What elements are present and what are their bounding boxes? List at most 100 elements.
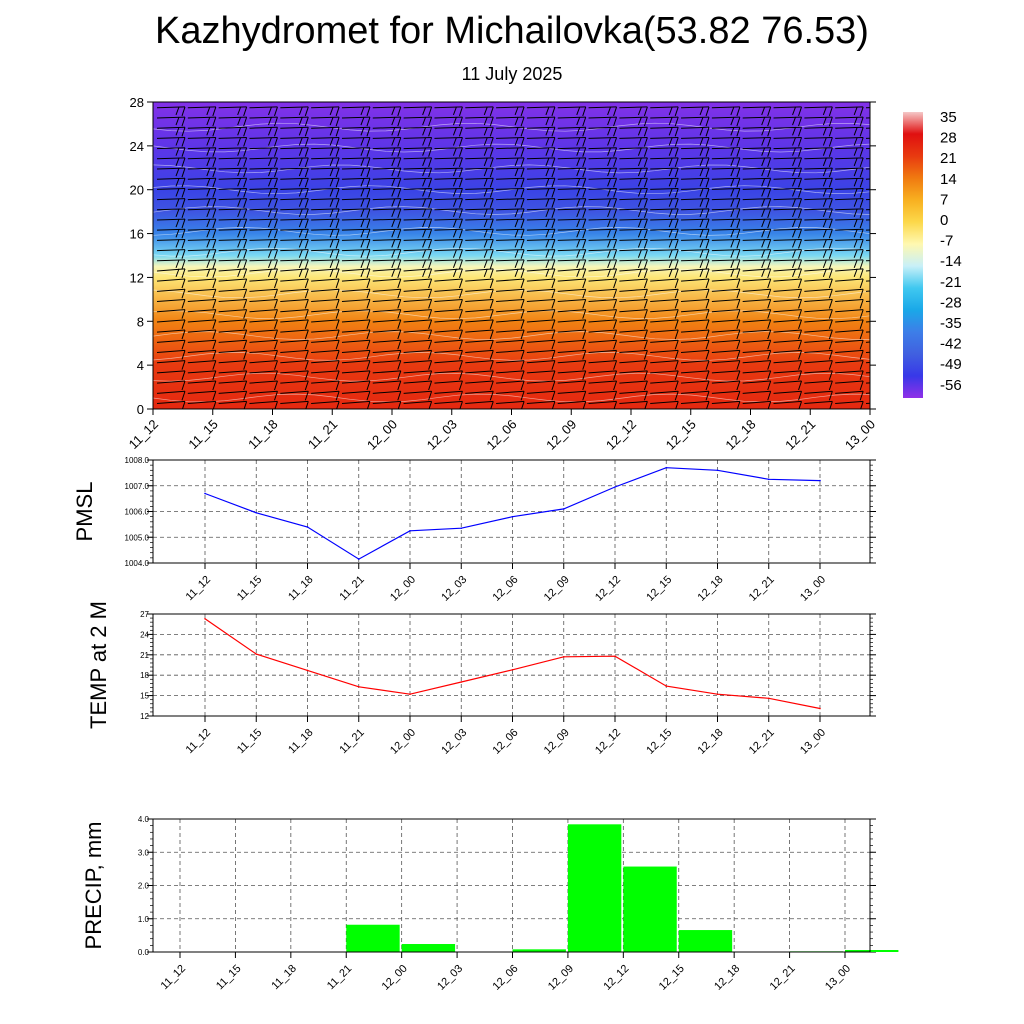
wind-barb-flag (705, 360, 710, 370)
wind-barb-flag (853, 188, 858, 197)
wind-barb-flag (545, 147, 550, 156)
wind-barb (773, 116, 802, 119)
wind-barb-flag (452, 178, 457, 187)
wind-barb (742, 208, 771, 211)
wind-barb-flag (545, 198, 550, 207)
wind-barb-flag (422, 116, 427, 126)
wind-barb-flag (175, 178, 180, 187)
wind-barb-flag (798, 249, 802, 259)
wind-barb (711, 116, 740, 119)
wind-barb (341, 157, 370, 160)
wind-barb-flag (428, 106, 433, 117)
wind-barb (650, 187, 679, 190)
wind-barb-flag (397, 147, 402, 157)
wind-barb (156, 329, 186, 333)
wind-barb-flag (181, 259, 186, 270)
wind-barb (434, 218, 463, 221)
wind-barb-flag (613, 249, 618, 259)
wind-barb (773, 288, 802, 292)
wind-barb (526, 187, 555, 190)
wind-barb (526, 339, 555, 343)
wind-barb-flag (613, 157, 618, 168)
wind-barb (835, 339, 864, 343)
wind-barb-flag (274, 239, 278, 249)
wind-barb-flag (859, 239, 864, 249)
wind-barb (588, 137, 617, 139)
wind-barb-flag (828, 198, 833, 208)
wind-barb-flag (798, 178, 802, 188)
wind-barb (372, 147, 401, 150)
wind-barb-flag (891, 117, 894, 126)
wind-barb-flag (792, 208, 796, 218)
wind-barbs (156, 106, 894, 409)
wind-barb-flag (237, 229, 242, 238)
colorbar-label: -56 (940, 377, 962, 394)
wind-barb-flag (452, 157, 457, 167)
wind-barb (187, 370, 216, 374)
wind-barb (465, 106, 494, 109)
wind-barb (711, 329, 740, 333)
wind-barb (496, 228, 525, 231)
wind-barb-flag (428, 167, 433, 178)
wind-barb-flag (175, 137, 180, 146)
wind-barb-flag (237, 218, 242, 228)
wind-barb-flag (489, 137, 494, 147)
wind-barb-flag (891, 239, 894, 248)
wind-barb-flag (767, 309, 772, 319)
wind-barb-flag (767, 239, 772, 249)
wind-barb-flag (514, 116, 519, 126)
wind-barb-flag (366, 116, 371, 127)
wind-barb (681, 349, 710, 354)
wind-barb-flag (489, 116, 494, 127)
wind-barb-flag (304, 167, 309, 178)
wind-barb-flag (366, 350, 371, 360)
wind-barb (619, 360, 648, 364)
y-tick-label: 15 (140, 692, 149, 701)
wind-barb-flag (822, 249, 827, 258)
wind-barb-flag (859, 188, 864, 198)
wind-barb (311, 177, 340, 180)
wind-barb (773, 167, 802, 170)
wind-barb-flag (828, 218, 833, 229)
wind-barb (496, 259, 525, 262)
wind-barb-flag (181, 157, 186, 168)
wind-barb-flag (175, 249, 180, 258)
wind-barb (496, 339, 525, 343)
wind-barb (773, 309, 802, 313)
wind-barb (835, 349, 864, 354)
wind-barb (773, 126, 802, 129)
x-tick-label: 11_12 (184, 727, 214, 757)
wind-barb-flag (891, 158, 894, 167)
wind-barb-flag (360, 137, 365, 146)
wind-barb-flag (422, 137, 427, 146)
wind-barb-flag (607, 198, 612, 207)
wind-barb-flag (243, 239, 248, 249)
wind-barb-flag (853, 178, 858, 187)
wind-barb-flag (551, 319, 556, 330)
page-title: Kazhydromet for Michailovka(53.82 76.53) (155, 10, 869, 52)
wind-barb (835, 116, 864, 119)
wind-barb-flag (828, 147, 833, 157)
wind-barb (526, 380, 555, 384)
wind-barb (496, 106, 525, 109)
wind-barb-flag (613, 218, 618, 229)
wind-barb (249, 400, 278, 405)
wind-barb-flag (761, 268, 766, 278)
wind-barb (619, 238, 648, 241)
wind-barb (773, 319, 802, 323)
wind-barb-flag (613, 278, 618, 289)
wind-barb-flag (736, 319, 741, 330)
wind-barb (681, 177, 710, 180)
wind-barb (372, 218, 401, 221)
wind-barb-flag (268, 198, 272, 207)
wind-barb-flag (366, 188, 371, 198)
wind-barb (773, 360, 802, 364)
wind-barb (742, 319, 771, 323)
x-tick-label: 12_06 (491, 574, 521, 604)
wind-barb-flag (335, 299, 340, 309)
wind-barb-flag (366, 137, 371, 147)
wind-barb (804, 349, 833, 354)
wind-barb-flag (891, 127, 894, 136)
wind-barb-flag (391, 188, 396, 197)
